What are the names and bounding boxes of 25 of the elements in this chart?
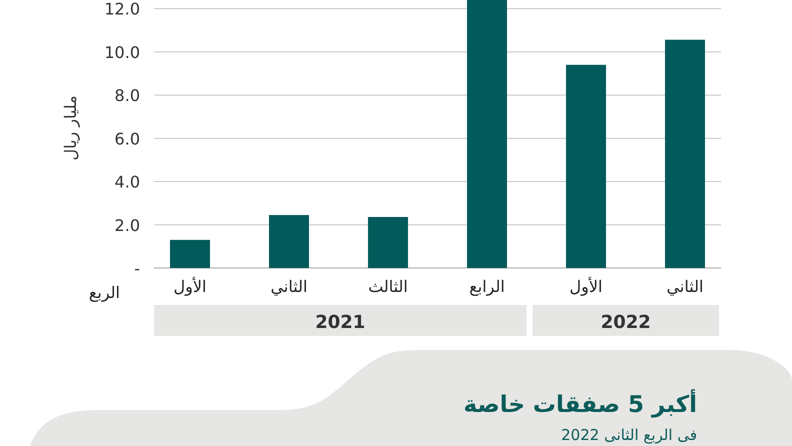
x-tick-label: الأول <box>174 276 206 296</box>
bar <box>467 0 507 268</box>
y-tick-label: 12.0 <box>104 0 140 19</box>
y-tick-label: 10.0 <box>104 42 140 62</box>
bar <box>566 64 606 268</box>
text: أكبر 5 صفقات خاصة <box>464 389 697 418</box>
annotation: 2021 <box>154 305 526 336</box>
y-tick-label: 2.0 <box>114 216 140 235</box>
y-axis-title: مليار ريال <box>61 95 80 161</box>
x-tick-label: الثاني <box>270 277 308 296</box>
x-tick-label: الثالث <box>368 277 408 296</box>
x-tick-label: الأول <box>570 276 602 296</box>
y-tick-label: 6.0 <box>114 129 140 148</box>
annotation: 2022 <box>532 305 719 336</box>
x-tick-label: الثاني <box>666 277 704 296</box>
y-tick-label: 8.0 <box>114 86 140 106</box>
bar <box>170 240 210 268</box>
y-tick-label: - <box>134 259 140 278</box>
y-tick-label: 4.0 <box>114 172 140 192</box>
bar <box>665 40 705 268</box>
x-tick-label: الرابع <box>469 277 505 296</box>
bar <box>368 216 408 268</box>
bar <box>269 215 309 268</box>
text: فى الربع الثانى 2022 <box>561 426 697 444</box>
x-axis-title: الربع <box>88 283 120 302</box>
